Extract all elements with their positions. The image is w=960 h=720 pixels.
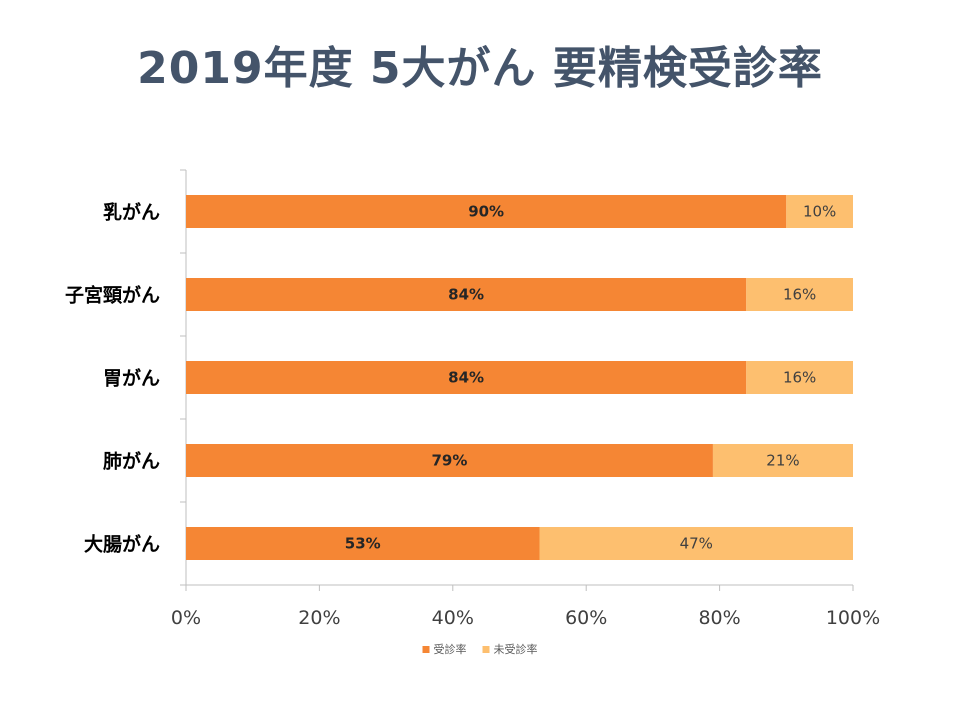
category-label: 子宮頸がん — [65, 284, 160, 307]
bar-segment-not-received — [786, 195, 853, 228]
legend-label: 未受診率 — [494, 642, 538, 656]
bar-segment-received — [186, 195, 787, 228]
bar-segment-not-received — [746, 361, 853, 394]
data-label: 47% — [680, 535, 713, 553]
legend: 受診率 未受診率 — [422, 642, 538, 656]
data-label: 10% — [803, 203, 836, 221]
data-label: 84% — [448, 286, 484, 304]
bar-segment-not-received — [539, 527, 853, 560]
data-label: 84% — [448, 369, 484, 387]
category-label: 肺がん — [103, 450, 160, 473]
legend-swatch — [482, 646, 490, 653]
chart-title: 2019年度 5大がん 要精検受診率 — [137, 43, 823, 94]
bar-segment-received — [186, 361, 747, 394]
x-tick-label: 100% — [826, 607, 880, 629]
data-label: 21% — [766, 452, 799, 470]
bar-segment-received — [186, 278, 747, 311]
x-tick-label: 40% — [432, 607, 474, 629]
category-label: 乳がん — [103, 201, 160, 224]
x-tick-label: 80% — [698, 607, 740, 629]
axes: 0% 20% 40% 60% 80% 100% — [171, 169, 880, 629]
data-label: 16% — [783, 369, 816, 387]
bar-segment-not-received — [746, 278, 853, 311]
bar-segment-received — [186, 527, 540, 560]
bars — [186, 195, 853, 560]
legend-label: 受診率 — [434, 642, 467, 656]
data-label: 16% — [783, 286, 816, 304]
data-label: 90% — [468, 203, 504, 221]
bar-segment-received — [186, 444, 713, 477]
data-label: 53% — [345, 535, 381, 553]
category-label: 大腸がん — [84, 533, 160, 556]
category-label: 胃がん — [103, 367, 160, 390]
x-tick-label: 60% — [565, 607, 607, 629]
legend-swatch — [422, 646, 430, 653]
labels: 90% 10% 乳がん 84% 16% 子宮頸がん 84% 16% 胃がん 79% 21% 肺がん 53… — [65, 201, 836, 556]
x-tick-label: 20% — [298, 607, 340, 629]
bar-segment-not-received — [712, 444, 853, 477]
x-tick-label: 0% — [171, 607, 201, 629]
data-label: 79% — [432, 452, 468, 470]
